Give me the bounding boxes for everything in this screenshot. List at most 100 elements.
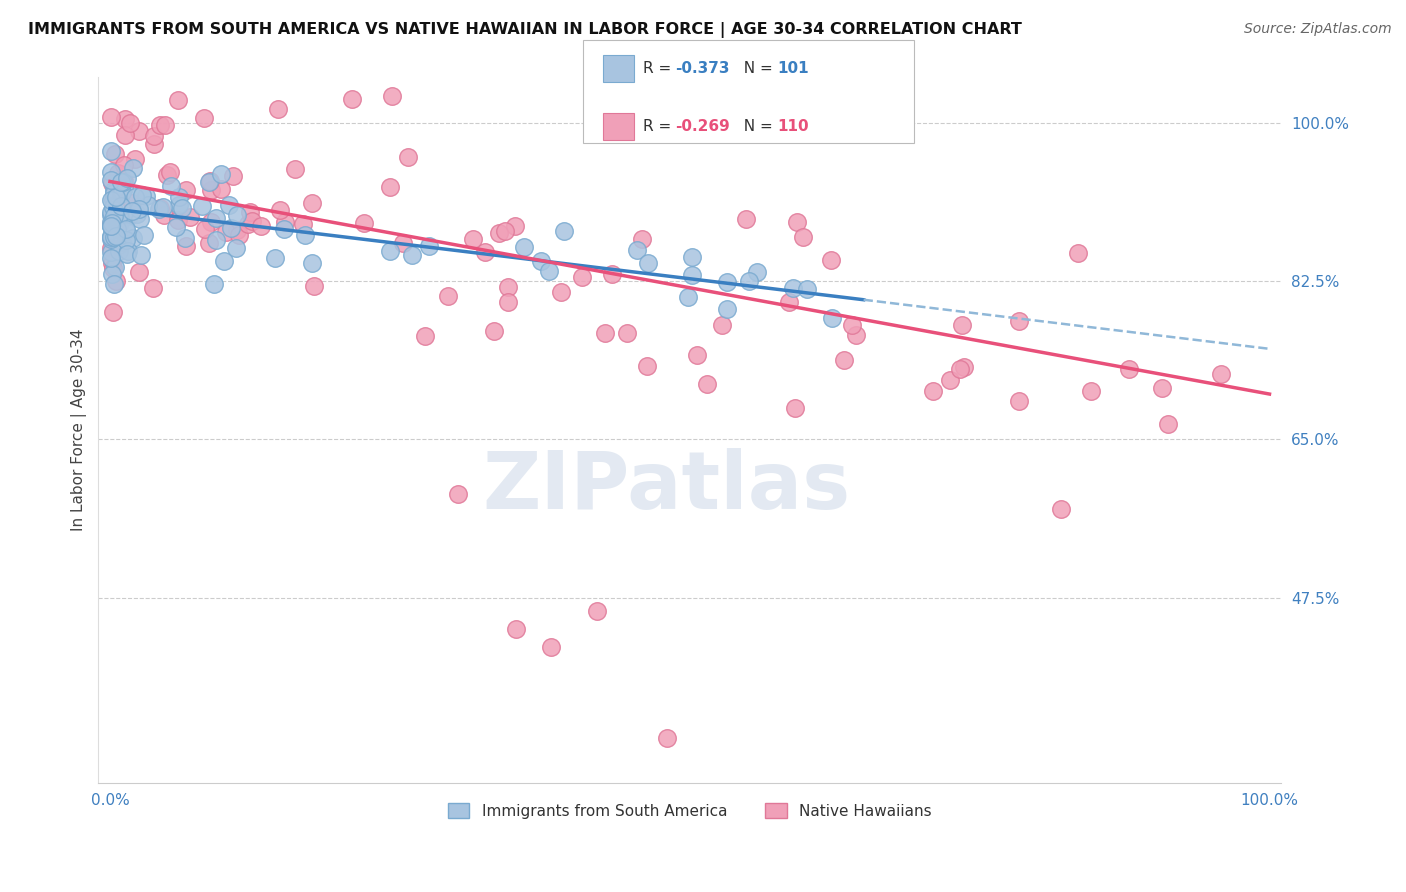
Point — [284, 162, 307, 177]
Point — [121, 203, 143, 218]
Point — [103, 277, 125, 291]
Point — [1067, 245, 1090, 260]
Point — [111, 185, 134, 199]
Point — [401, 247, 423, 261]
Point — [219, 220, 242, 235]
Point — [104, 146, 127, 161]
Point — [100, 241, 122, 255]
Point — [112, 158, 135, 172]
Point — [447, 486, 470, 500]
Point — [167, 213, 190, 227]
Point — [100, 204, 122, 219]
Point — [820, 253, 842, 268]
Point — [115, 233, 138, 247]
Point — [174, 239, 197, 253]
Point — [100, 214, 122, 228]
Point — [152, 200, 174, 214]
Point — [142, 129, 165, 144]
Point — [215, 225, 238, 239]
Point — [463, 232, 485, 246]
Point — [938, 373, 960, 387]
Point — [711, 318, 734, 332]
Point — [115, 170, 138, 185]
Point — [159, 165, 181, 179]
Point — [600, 267, 623, 281]
Point — [100, 194, 122, 208]
Point — [110, 199, 132, 213]
Point — [101, 200, 124, 214]
Point — [1157, 417, 1180, 432]
Point — [716, 275, 738, 289]
Point — [301, 256, 323, 270]
Point — [832, 353, 855, 368]
Point — [637, 256, 659, 270]
Point — [225, 223, 247, 237]
Point — [135, 189, 157, 203]
Point — [626, 243, 648, 257]
Point — [841, 318, 863, 332]
Point — [160, 178, 183, 193]
Text: R =: R = — [643, 120, 676, 134]
Text: ZIPatlas: ZIPatlas — [482, 448, 851, 525]
Point — [218, 198, 240, 212]
Point — [249, 219, 271, 233]
Point — [100, 252, 122, 266]
Point — [681, 250, 703, 264]
Point — [115, 221, 138, 235]
Point — [129, 211, 152, 226]
Point — [103, 210, 125, 224]
Point — [418, 239, 440, 253]
Point — [392, 236, 415, 251]
Point — [267, 102, 290, 116]
Point — [716, 301, 738, 316]
Point — [104, 228, 127, 243]
Point — [1049, 502, 1071, 516]
Point — [174, 231, 197, 245]
Point — [274, 215, 297, 229]
Point — [128, 202, 150, 216]
Point — [340, 92, 363, 106]
Point — [167, 198, 190, 212]
Point — [949, 362, 972, 376]
Point — [156, 168, 179, 182]
Point — [1209, 367, 1232, 381]
Point — [100, 217, 122, 231]
Point — [482, 324, 505, 338]
Point — [125, 207, 148, 221]
Point — [792, 230, 814, 244]
Point — [101, 193, 124, 207]
Point — [540, 640, 562, 655]
Point — [117, 244, 139, 258]
Text: IMMIGRANTS FROM SOUTH AMERICA VS NATIVE HAWAIIAN IN LABOR FORCE | AGE 30-34 CORR: IMMIGRANTS FROM SOUTH AMERICA VS NATIVE … — [28, 22, 1022, 38]
Point — [616, 326, 638, 341]
Point — [821, 311, 844, 326]
Point — [845, 327, 868, 342]
Point — [225, 242, 247, 256]
Point — [202, 277, 225, 291]
Point — [100, 232, 122, 246]
Point — [952, 359, 974, 374]
Point — [165, 219, 187, 234]
Point — [128, 265, 150, 279]
Point — [194, 222, 217, 236]
Point — [745, 265, 768, 279]
Point — [204, 233, 226, 247]
Point — [104, 189, 127, 203]
Point — [778, 295, 800, 310]
Point — [1008, 394, 1031, 409]
Point — [103, 230, 125, 244]
Point — [100, 219, 122, 233]
Point — [513, 240, 536, 254]
Point — [142, 281, 165, 295]
Point — [212, 254, 235, 268]
Point — [129, 248, 152, 262]
Point — [179, 211, 201, 225]
Point — [124, 190, 146, 204]
Point — [103, 260, 125, 275]
Point — [553, 224, 575, 238]
Point — [538, 264, 561, 278]
Point — [114, 128, 136, 143]
Point — [111, 175, 134, 189]
Point — [105, 221, 128, 235]
Point — [105, 274, 128, 288]
